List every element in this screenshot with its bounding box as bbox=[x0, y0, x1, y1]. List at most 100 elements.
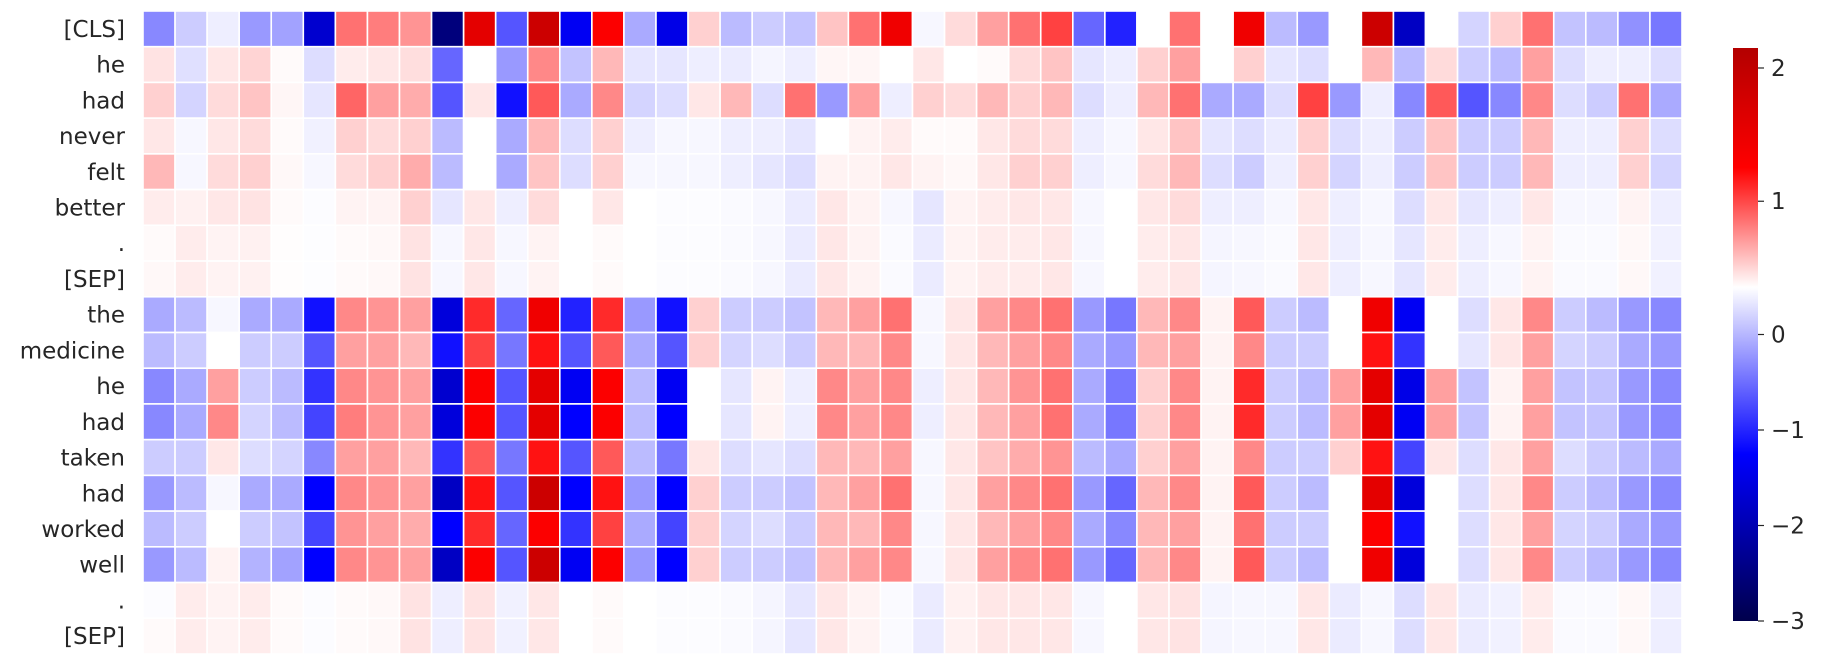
heatmap-cell bbox=[1328, 546, 1363, 584]
heatmap-cell bbox=[623, 546, 657, 584]
heatmap-cell bbox=[1392, 81, 1427, 119]
heatmap-cell bbox=[1296, 260, 1331, 298]
heatmap-cell bbox=[943, 117, 978, 155]
heatmap-cell bbox=[879, 546, 914, 584]
heatmap-cell bbox=[591, 367, 625, 405]
heatmap-cell bbox=[815, 260, 850, 298]
heatmap-cell bbox=[174, 10, 208, 48]
heatmap-cell bbox=[238, 10, 273, 48]
heatmap-cell bbox=[1072, 438, 1106, 477]
heatmap-cell bbox=[1520, 10, 1555, 48]
heatmap-cell bbox=[1136, 546, 1170, 584]
heatmap-cell bbox=[1617, 224, 1651, 262]
heatmap-cell bbox=[1136, 474, 1170, 512]
heatmap-cell bbox=[238, 260, 273, 298]
heatmap-cell bbox=[783, 331, 818, 370]
heatmap-cell bbox=[1039, 617, 1074, 655]
colorbar-ticks: 2 1 0 −1 −2 −3 bbox=[1758, 56, 1805, 635]
heatmap-cell bbox=[1617, 117, 1651, 155]
heatmap-cell bbox=[1424, 295, 1459, 334]
heatmap-cell bbox=[879, 45, 914, 84]
row-label: he bbox=[96, 374, 125, 400]
heatmap-cell bbox=[1617, 10, 1651, 48]
heatmap-cell bbox=[1328, 510, 1363, 548]
heatmap-cell bbox=[1039, 10, 1074, 48]
heatmap-cell bbox=[719, 81, 753, 119]
heatmap-cell bbox=[1488, 10, 1523, 48]
heatmap-cell bbox=[1360, 224, 1395, 262]
heatmap-cell bbox=[975, 403, 1010, 441]
heatmap-cell bbox=[302, 117, 337, 155]
heatmap-cell bbox=[142, 617, 176, 655]
heatmap-cell bbox=[911, 81, 946, 119]
heatmap-cell bbox=[526, 45, 561, 84]
heatmap-cell bbox=[366, 81, 401, 119]
heatmap-cell bbox=[1232, 617, 1266, 655]
heatmap-cell bbox=[302, 617, 337, 655]
heatmap-cell bbox=[943, 617, 978, 655]
heatmap-cell bbox=[1392, 367, 1427, 405]
heatmap-cell bbox=[1585, 10, 1619, 48]
heatmap-cell bbox=[1649, 510, 1683, 548]
heatmap-cell bbox=[1136, 188, 1170, 227]
heatmap-cell bbox=[1392, 331, 1427, 370]
heatmap-cell bbox=[1488, 295, 1523, 334]
heatmap-cell bbox=[206, 510, 240, 548]
heatmap-cell bbox=[1520, 403, 1555, 441]
heatmap-cell bbox=[815, 367, 850, 405]
heatmap-cell bbox=[1456, 617, 1491, 655]
heatmap-cell bbox=[1200, 81, 1234, 119]
heatmap-cell bbox=[1328, 81, 1363, 119]
heatmap-cell bbox=[1296, 81, 1331, 119]
heatmap-cell bbox=[1232, 510, 1266, 548]
heatmap-cell bbox=[1392, 260, 1427, 298]
heatmap-cell bbox=[1328, 367, 1363, 405]
heatmap-cell bbox=[687, 367, 721, 405]
heatmap-cell bbox=[1104, 10, 1138, 48]
heatmap-cell bbox=[302, 546, 337, 584]
heatmap-cell bbox=[751, 617, 786, 655]
heatmap-cell bbox=[1488, 403, 1523, 441]
heatmap-cell bbox=[1072, 617, 1106, 655]
heatmap-cell bbox=[1424, 546, 1459, 584]
heatmap-cell bbox=[142, 546, 176, 584]
heatmap-cell bbox=[1552, 581, 1587, 620]
heatmap-cell bbox=[1649, 367, 1683, 405]
heatmap-cell bbox=[1424, 45, 1459, 84]
heatmap-cell bbox=[975, 188, 1010, 227]
heatmap-cell bbox=[334, 438, 369, 477]
heatmap-cell bbox=[1072, 260, 1106, 298]
heatmap-cell bbox=[366, 224, 401, 262]
heatmap-cell bbox=[911, 617, 946, 655]
heatmap-cell bbox=[1392, 438, 1427, 477]
heatmap-cell bbox=[1552, 45, 1587, 84]
heatmap-cell bbox=[1136, 403, 1170, 441]
heatmap-cell bbox=[302, 581, 337, 620]
heatmap-cell bbox=[302, 153, 337, 191]
heatmap-cell bbox=[1136, 617, 1170, 655]
heatmap-cell bbox=[847, 295, 882, 334]
heatmap-cell bbox=[783, 403, 818, 441]
heatmap-cell bbox=[270, 474, 305, 512]
heatmap-cell bbox=[206, 45, 240, 84]
heatmap-cell bbox=[238, 474, 273, 512]
heatmap-cell bbox=[1104, 188, 1138, 227]
heatmap-cell bbox=[1360, 188, 1395, 227]
heatmap-cell bbox=[462, 546, 497, 584]
heatmap-cell bbox=[302, 81, 337, 119]
heatmap-cell bbox=[1360, 10, 1395, 48]
heatmap-cell bbox=[783, 117, 818, 155]
heatmap-cell bbox=[238, 45, 273, 84]
heatmap-cell bbox=[1072, 45, 1106, 84]
heatmap-cell bbox=[526, 260, 561, 298]
heatmap-cell bbox=[751, 510, 786, 548]
heatmap-cell bbox=[1072, 474, 1106, 512]
heatmap-cell bbox=[911, 331, 946, 370]
heatmap-cell bbox=[1456, 153, 1491, 191]
heatmap-cell bbox=[206, 295, 240, 334]
heatmap-cell bbox=[1296, 153, 1331, 191]
heatmap-cell bbox=[1424, 510, 1459, 548]
heatmap-cell bbox=[1296, 45, 1331, 84]
heatmap-cell bbox=[943, 188, 978, 227]
heatmap-cell bbox=[526, 224, 561, 262]
